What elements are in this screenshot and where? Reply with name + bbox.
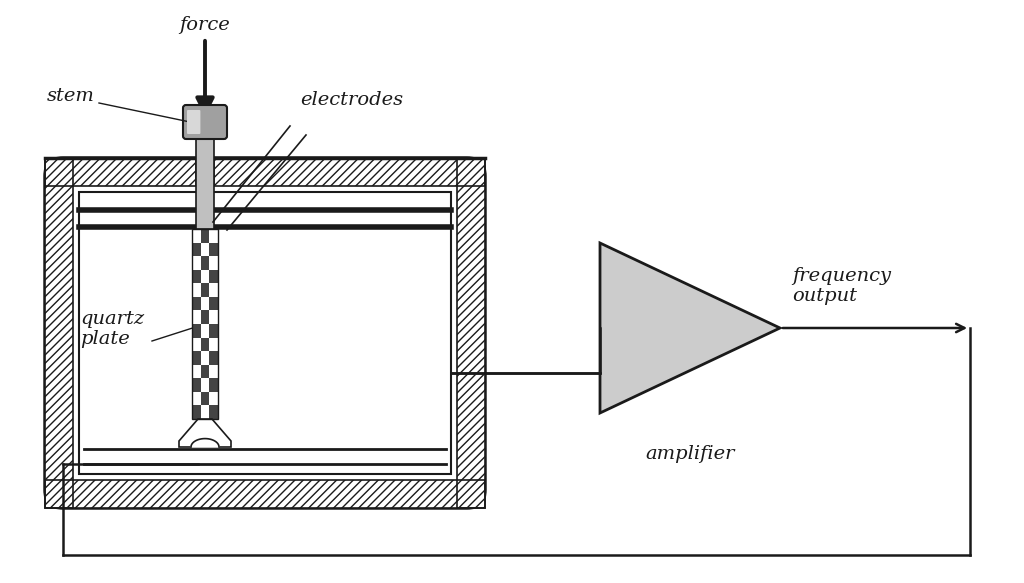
Bar: [201, 297, 209, 310]
Bar: [209, 256, 218, 270]
Bar: [201, 310, 209, 324]
Bar: [209, 324, 218, 338]
Bar: [201, 243, 209, 256]
Bar: [201, 256, 209, 270]
Bar: [214, 158, 485, 186]
Bar: [457, 158, 485, 508]
Bar: [209, 351, 218, 365]
Bar: [201, 338, 209, 351]
Bar: [193, 365, 201, 378]
Bar: [209, 310, 218, 324]
Bar: [193, 324, 201, 338]
Bar: [201, 365, 209, 378]
Bar: [209, 283, 218, 297]
Bar: [209, 365, 218, 378]
Bar: [201, 405, 209, 419]
Bar: [193, 256, 201, 270]
Bar: [201, 378, 209, 392]
Bar: [193, 338, 201, 351]
Bar: [45, 158, 196, 186]
Bar: [193, 243, 201, 256]
Bar: [193, 283, 201, 297]
Bar: [201, 229, 209, 243]
Text: electrodes: electrodes: [300, 91, 403, 109]
Bar: [196, 136, 214, 229]
Bar: [209, 229, 218, 243]
Bar: [45, 158, 196, 186]
Bar: [209, 270, 218, 283]
Bar: [193, 351, 201, 365]
Bar: [209, 338, 218, 351]
Bar: [193, 378, 201, 392]
Bar: [209, 378, 218, 392]
Polygon shape: [179, 419, 231, 447]
Bar: [201, 351, 209, 365]
Text: quartz
plate: quartz plate: [80, 310, 144, 349]
Bar: [214, 158, 485, 186]
Text: amplifier: amplifier: [645, 445, 735, 463]
Bar: [45, 480, 485, 508]
Bar: [209, 243, 218, 256]
Bar: [79, 192, 451, 474]
Bar: [193, 270, 201, 283]
FancyBboxPatch shape: [183, 105, 227, 139]
Polygon shape: [600, 243, 780, 413]
Bar: [209, 392, 218, 405]
Bar: [201, 283, 209, 297]
Bar: [193, 229, 218, 419]
FancyBboxPatch shape: [45, 158, 485, 508]
FancyBboxPatch shape: [187, 110, 201, 134]
Bar: [193, 392, 201, 405]
Bar: [193, 297, 201, 310]
Text: frequency
output: frequency output: [792, 266, 891, 305]
Bar: [45, 158, 73, 508]
Polygon shape: [191, 438, 219, 447]
Bar: [209, 297, 218, 310]
Bar: [201, 270, 209, 283]
Bar: [45, 480, 485, 508]
Bar: [201, 392, 209, 405]
Text: force: force: [179, 16, 230, 34]
Text: stem: stem: [47, 87, 95, 105]
Bar: [193, 229, 201, 243]
Bar: [45, 158, 73, 508]
Bar: [209, 405, 218, 419]
Bar: [193, 405, 201, 419]
Bar: [457, 158, 485, 508]
Bar: [193, 310, 201, 324]
Bar: [201, 324, 209, 338]
